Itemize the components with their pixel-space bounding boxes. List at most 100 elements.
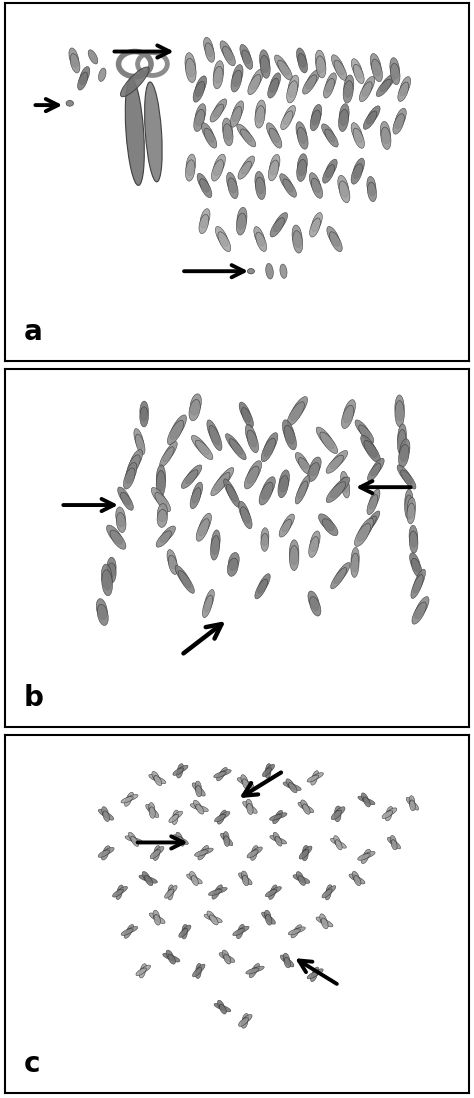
- Ellipse shape: [102, 813, 114, 820]
- Ellipse shape: [129, 449, 143, 470]
- Ellipse shape: [120, 67, 149, 97]
- Ellipse shape: [320, 919, 333, 927]
- Ellipse shape: [182, 470, 198, 489]
- Ellipse shape: [298, 475, 310, 498]
- Ellipse shape: [411, 574, 423, 598]
- Ellipse shape: [173, 768, 184, 775]
- Ellipse shape: [195, 806, 209, 811]
- Ellipse shape: [146, 805, 155, 814]
- Ellipse shape: [210, 915, 218, 925]
- Ellipse shape: [222, 950, 229, 960]
- Ellipse shape: [120, 492, 133, 511]
- Ellipse shape: [290, 540, 299, 564]
- Ellipse shape: [243, 802, 254, 810]
- Ellipse shape: [185, 464, 202, 483]
- Ellipse shape: [411, 558, 422, 578]
- Ellipse shape: [192, 482, 202, 503]
- Ellipse shape: [237, 927, 249, 933]
- Ellipse shape: [238, 925, 245, 934]
- Ellipse shape: [248, 75, 261, 94]
- Ellipse shape: [98, 850, 109, 858]
- Ellipse shape: [163, 441, 177, 462]
- Ellipse shape: [186, 154, 196, 176]
- Ellipse shape: [409, 525, 418, 548]
- Ellipse shape: [359, 425, 374, 444]
- Ellipse shape: [361, 793, 368, 803]
- Ellipse shape: [232, 65, 243, 87]
- Ellipse shape: [199, 513, 211, 536]
- Ellipse shape: [238, 161, 251, 179]
- Ellipse shape: [178, 763, 183, 774]
- Ellipse shape: [241, 1018, 248, 1028]
- Ellipse shape: [367, 494, 378, 515]
- Ellipse shape: [252, 845, 258, 856]
- Ellipse shape: [196, 964, 205, 973]
- Ellipse shape: [195, 76, 207, 97]
- Ellipse shape: [311, 968, 323, 976]
- Ellipse shape: [265, 764, 271, 774]
- Ellipse shape: [255, 105, 265, 128]
- Ellipse shape: [360, 516, 376, 538]
- Ellipse shape: [125, 836, 138, 842]
- Ellipse shape: [329, 232, 342, 251]
- Ellipse shape: [355, 524, 371, 547]
- Ellipse shape: [223, 124, 233, 146]
- Ellipse shape: [269, 889, 275, 899]
- Ellipse shape: [211, 530, 220, 554]
- Ellipse shape: [336, 840, 342, 850]
- Ellipse shape: [219, 811, 230, 819]
- Ellipse shape: [264, 433, 278, 457]
- Ellipse shape: [204, 37, 213, 57]
- Ellipse shape: [210, 536, 219, 560]
- Ellipse shape: [363, 798, 375, 805]
- Ellipse shape: [391, 840, 397, 850]
- Ellipse shape: [256, 232, 266, 251]
- Ellipse shape: [125, 78, 145, 186]
- Ellipse shape: [398, 82, 409, 101]
- Ellipse shape: [226, 434, 243, 455]
- Ellipse shape: [156, 530, 172, 547]
- Ellipse shape: [351, 123, 363, 143]
- Ellipse shape: [247, 804, 253, 815]
- Ellipse shape: [288, 929, 301, 934]
- Ellipse shape: [322, 518, 338, 536]
- Ellipse shape: [219, 1005, 226, 1015]
- Ellipse shape: [237, 213, 246, 235]
- Ellipse shape: [287, 402, 304, 426]
- Ellipse shape: [298, 54, 308, 72]
- Ellipse shape: [218, 814, 224, 825]
- Ellipse shape: [136, 968, 146, 976]
- Ellipse shape: [117, 513, 126, 533]
- Ellipse shape: [255, 100, 265, 122]
- Ellipse shape: [242, 778, 249, 789]
- Ellipse shape: [340, 471, 349, 492]
- Ellipse shape: [223, 46, 235, 66]
- Ellipse shape: [250, 850, 257, 861]
- Ellipse shape: [302, 847, 312, 855]
- Ellipse shape: [264, 910, 271, 921]
- Ellipse shape: [152, 772, 160, 782]
- Ellipse shape: [386, 807, 393, 817]
- Ellipse shape: [204, 915, 217, 921]
- Ellipse shape: [303, 804, 310, 815]
- Ellipse shape: [309, 537, 319, 558]
- Text: b: b: [23, 684, 43, 713]
- Ellipse shape: [149, 774, 161, 782]
- Ellipse shape: [154, 775, 162, 786]
- Ellipse shape: [182, 925, 191, 933]
- Ellipse shape: [312, 967, 319, 977]
- Ellipse shape: [400, 439, 410, 461]
- Ellipse shape: [355, 419, 370, 438]
- Ellipse shape: [358, 796, 370, 803]
- Ellipse shape: [413, 569, 426, 593]
- Ellipse shape: [265, 889, 277, 897]
- Ellipse shape: [311, 775, 317, 785]
- Ellipse shape: [287, 81, 298, 103]
- Ellipse shape: [191, 875, 198, 885]
- Ellipse shape: [307, 972, 319, 978]
- Ellipse shape: [157, 504, 168, 522]
- Ellipse shape: [278, 475, 288, 497]
- Ellipse shape: [140, 964, 146, 974]
- Ellipse shape: [325, 72, 337, 92]
- Ellipse shape: [241, 871, 248, 882]
